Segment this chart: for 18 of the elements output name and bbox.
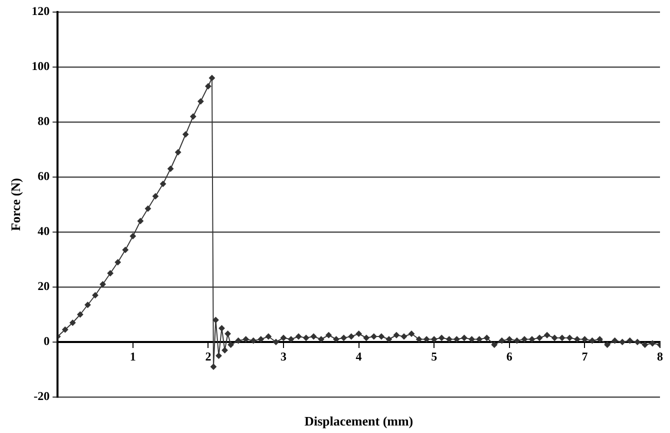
- x-tick-label: 2: [205, 349, 212, 364]
- y-tick-label: 40: [38, 224, 50, 238]
- x-tick-label: 6: [506, 349, 512, 364]
- y-tick-label: 80: [38, 114, 50, 128]
- x-tick-label: 8: [657, 349, 663, 364]
- x-tick-label: 3: [280, 349, 286, 364]
- y-tick-label: 100: [32, 59, 50, 74]
- y-tick-label: 20: [38, 279, 50, 294]
- y-tick-label: -20: [34, 389, 50, 404]
- y-tick-label: 60: [38, 169, 50, 184]
- x-tick-label: 5: [431, 349, 438, 364]
- x-tick-label: 1: [130, 349, 136, 364]
- x-axis-title: Displacement (mm): [304, 413, 414, 428]
- x-tick-label: 7: [582, 349, 588, 364]
- y-tick-label: 0: [44, 334, 50, 348]
- y-tick-label: 120: [32, 4, 50, 18]
- y-axis-title: Force (N): [8, 178, 24, 231]
- x-tick-label: 4: [356, 349, 362, 364]
